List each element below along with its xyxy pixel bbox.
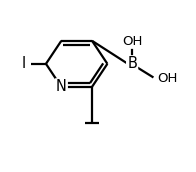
Text: I: I <box>22 56 26 71</box>
Text: OH: OH <box>122 35 142 48</box>
Text: N: N <box>56 79 67 94</box>
Text: OH: OH <box>157 72 177 85</box>
Text: B: B <box>127 56 137 71</box>
